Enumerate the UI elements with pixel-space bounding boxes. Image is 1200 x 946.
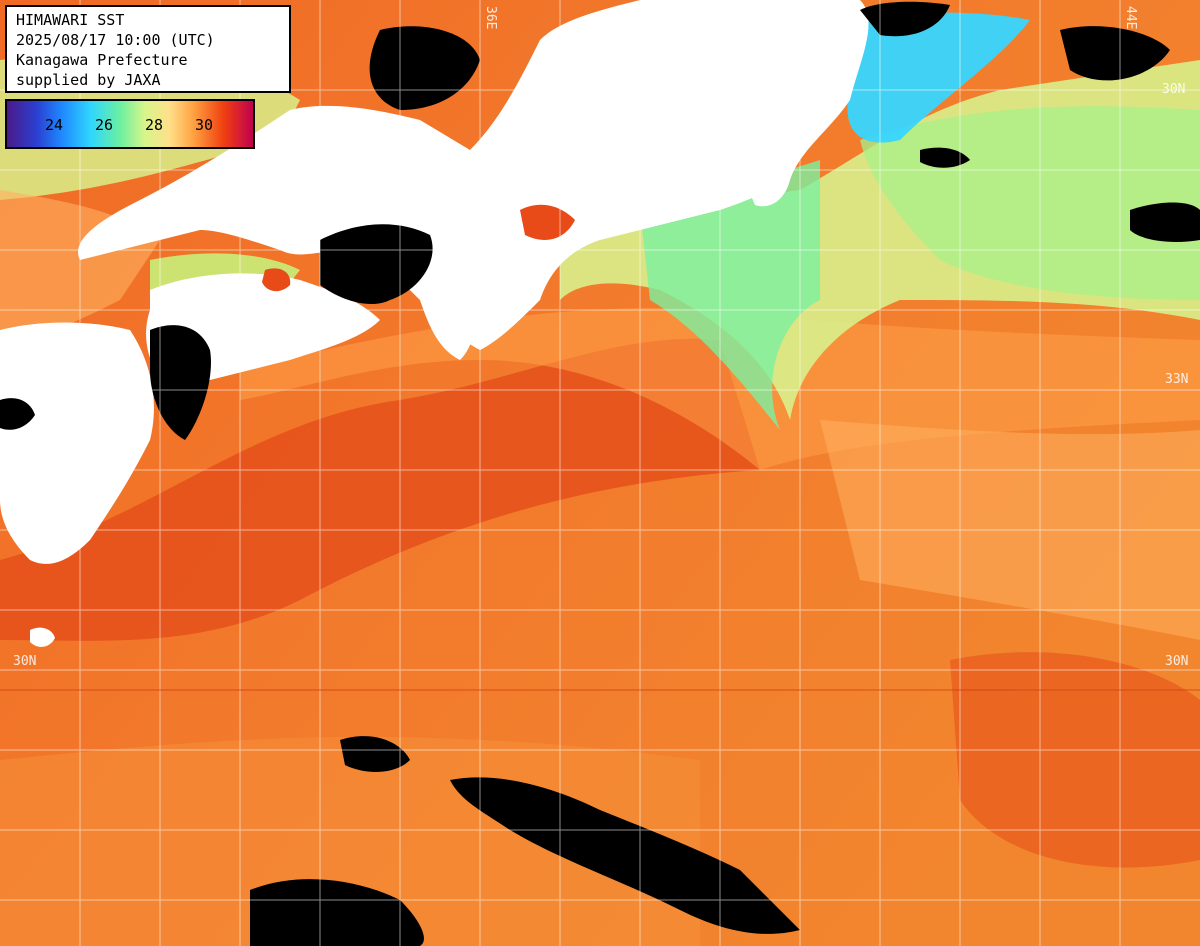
latitude-label-top-right: 30N bbox=[1162, 82, 1186, 97]
land-kii-peninsula bbox=[420, 240, 475, 360]
land-kyushu bbox=[0, 322, 154, 564]
cloud-northeast-2 bbox=[1060, 26, 1170, 81]
cloud-south-band-1 bbox=[450, 777, 800, 934]
warm-east-patch bbox=[950, 652, 1200, 868]
temperature-colorbar: 24 26 28 30 bbox=[5, 99, 255, 149]
cloud-north bbox=[369, 26, 480, 110]
land-islet bbox=[30, 627, 55, 647]
land-honshu bbox=[78, 0, 869, 350]
latitude-label-30n-left: 30N bbox=[13, 654, 37, 669]
colorbar-tick-30: 30 bbox=[195, 116, 214, 134]
cloud-south-band-2 bbox=[250, 879, 424, 946]
title-line-timestamp: 2025/08/17 10:00 (UTC) bbox=[16, 31, 215, 49]
title-line-region: Kanagawa Prefecture bbox=[16, 51, 188, 69]
warm-current-band bbox=[0, 338, 760, 641]
cloud-kyushu-coast bbox=[150, 325, 211, 440]
cold-water-northeast bbox=[847, 12, 1030, 143]
cloud-west-honshu bbox=[320, 224, 433, 305]
cloud-south-band-3 bbox=[340, 736, 410, 772]
latitude-label-30n-right: 30N bbox=[1165, 654, 1189, 669]
longitude-label-144e: 44E bbox=[1123, 6, 1138, 30]
green-coastal-strip bbox=[640, 160, 820, 430]
cloud-east bbox=[1130, 202, 1200, 242]
hot-spot-kii bbox=[520, 204, 575, 240]
hot-spot-inland-sea bbox=[262, 268, 291, 292]
land-izu bbox=[740, 168, 790, 207]
colorbar-tick-26: 26 bbox=[95, 116, 114, 134]
cloud-west-small bbox=[0, 398, 35, 430]
map-title-box: HIMAWARI SST 2025/08/17 10:00 (UTC) Kana… bbox=[5, 5, 291, 93]
cloud-northeast-1 bbox=[860, 1, 950, 37]
cloud-mid-east bbox=[920, 147, 970, 168]
latitude-label-33n: 33N bbox=[1165, 372, 1189, 387]
title-line-product: HIMAWARI SST bbox=[16, 11, 125, 29]
colorbar-tick-24: 24 bbox=[45, 116, 64, 134]
title-line-credit: supplied by JAXA bbox=[16, 71, 161, 89]
colorbar-tick-28: 28 bbox=[145, 116, 164, 134]
longitude-label-136e: 36E bbox=[483, 6, 498, 30]
